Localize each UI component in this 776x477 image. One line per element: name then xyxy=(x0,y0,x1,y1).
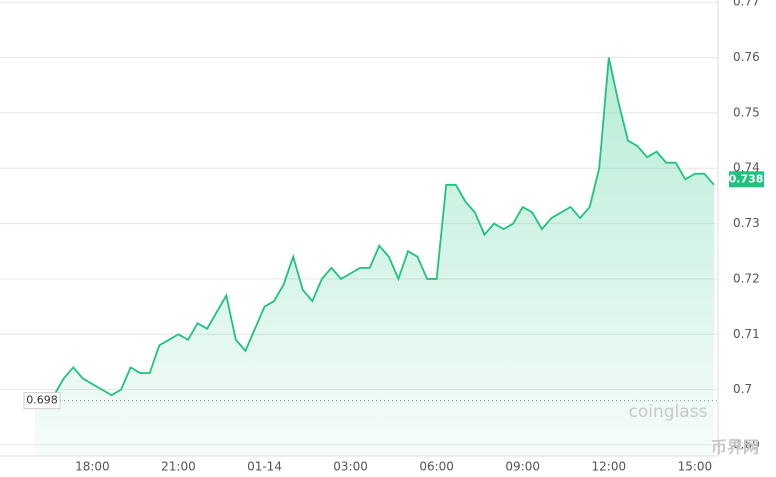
y-tick-label: 0.75 xyxy=(733,105,760,119)
x-tick-label: 09:00 xyxy=(505,460,540,474)
x-tick-label: 21:00 xyxy=(161,460,196,474)
line xyxy=(35,57,715,397)
x-tick-label: 01-14 xyxy=(247,460,282,474)
last-price-box xyxy=(729,171,764,188)
y-tick-label: 0.77 xyxy=(733,0,760,9)
y-tick-label: 0.71 xyxy=(733,327,760,341)
y-tick-label: 0.76 xyxy=(733,50,760,64)
y-tick-label: 0.7 xyxy=(733,382,752,396)
watermark: 币界网 xyxy=(711,438,759,457)
y-tick-label: 0.72 xyxy=(733,271,760,285)
last-price-label: 0.738 xyxy=(729,172,764,185)
open-price-box xyxy=(23,392,61,410)
open-price-label: 0.698 xyxy=(26,394,58,407)
watermark: coinglass xyxy=(629,402,708,422)
x-tick-label: 03:00 xyxy=(333,460,368,474)
x-tick-label: 12:00 xyxy=(592,460,627,474)
x-tick-label: 06:00 xyxy=(419,460,454,474)
y-tick-label: 0.69 xyxy=(733,437,760,451)
y-tick-label: 0.74 xyxy=(733,161,760,175)
y-tick-label: 0.73 xyxy=(733,216,760,230)
x-tick-label: 18:00 xyxy=(75,460,110,474)
x-tick-label: 15:00 xyxy=(678,460,713,474)
